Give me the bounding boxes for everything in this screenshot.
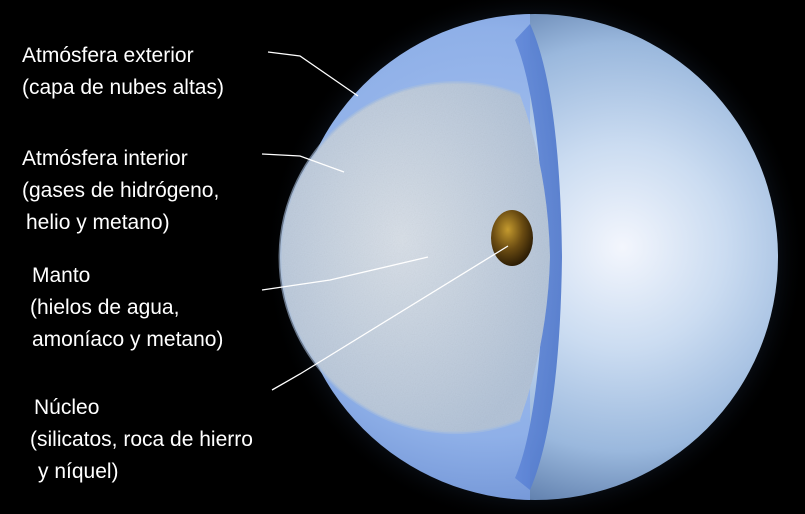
label-title: Manto [32, 264, 91, 287]
label-description: (gases de hidrógeno, [22, 179, 220, 202]
label-manto: Manto (hielos de agua, amoníaco y metano… [30, 260, 224, 356]
leader-line-manto [261, 256, 429, 291]
planet-surface [515, 14, 778, 500]
label-atmosfera-exterior: Atmósfera exterior (capa de nubes altas) [22, 40, 224, 104]
label-description: y níquel) [38, 460, 119, 483]
label-description: (capa de nubes altas) [22, 76, 224, 99]
inner-atmosphere-boundary [278, 81, 521, 434]
label-description: (silicatos, roca de hierro [30, 428, 253, 451]
label-title: Atmósfera interior [22, 147, 188, 170]
cut-face-edge [515, 24, 562, 490]
label-description: helio y metano) [26, 211, 170, 234]
label-nucleo: Núcleo (silicatos, roca de hierro y níqu… [30, 392, 253, 488]
leader-line-nucleo [271, 245, 509, 391]
core [491, 210, 533, 266]
label-title: Núcleo [34, 396, 100, 419]
label-title: Atmósfera exterior [22, 44, 194, 67]
label-description: (hielos de agua, [30, 296, 180, 319]
leader-line-atmosfera-interior [261, 153, 345, 173]
label-description: amoníaco y metano) [32, 328, 224, 351]
label-atmosfera-interior: Atmósfera interior (gases de hidrógeno, … [22, 143, 219, 239]
leader-line-atmosfera-exterior [267, 51, 359, 97]
